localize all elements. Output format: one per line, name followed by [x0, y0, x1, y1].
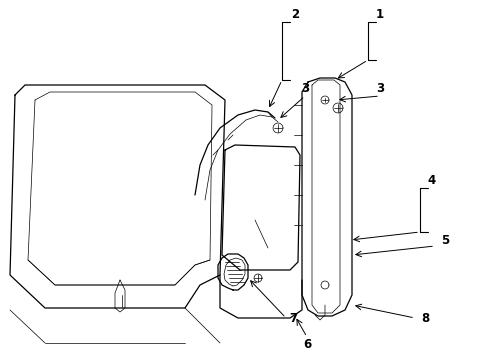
- Text: 3: 3: [300, 81, 308, 94]
- Text: 7: 7: [288, 311, 296, 324]
- Text: 3: 3: [375, 81, 383, 94]
- Text: 4: 4: [427, 174, 435, 186]
- Text: 8: 8: [420, 311, 428, 324]
- Text: 2: 2: [290, 9, 299, 22]
- Text: 1: 1: [375, 9, 383, 22]
- Text: 6: 6: [302, 338, 310, 351]
- Text: 5: 5: [440, 234, 448, 247]
